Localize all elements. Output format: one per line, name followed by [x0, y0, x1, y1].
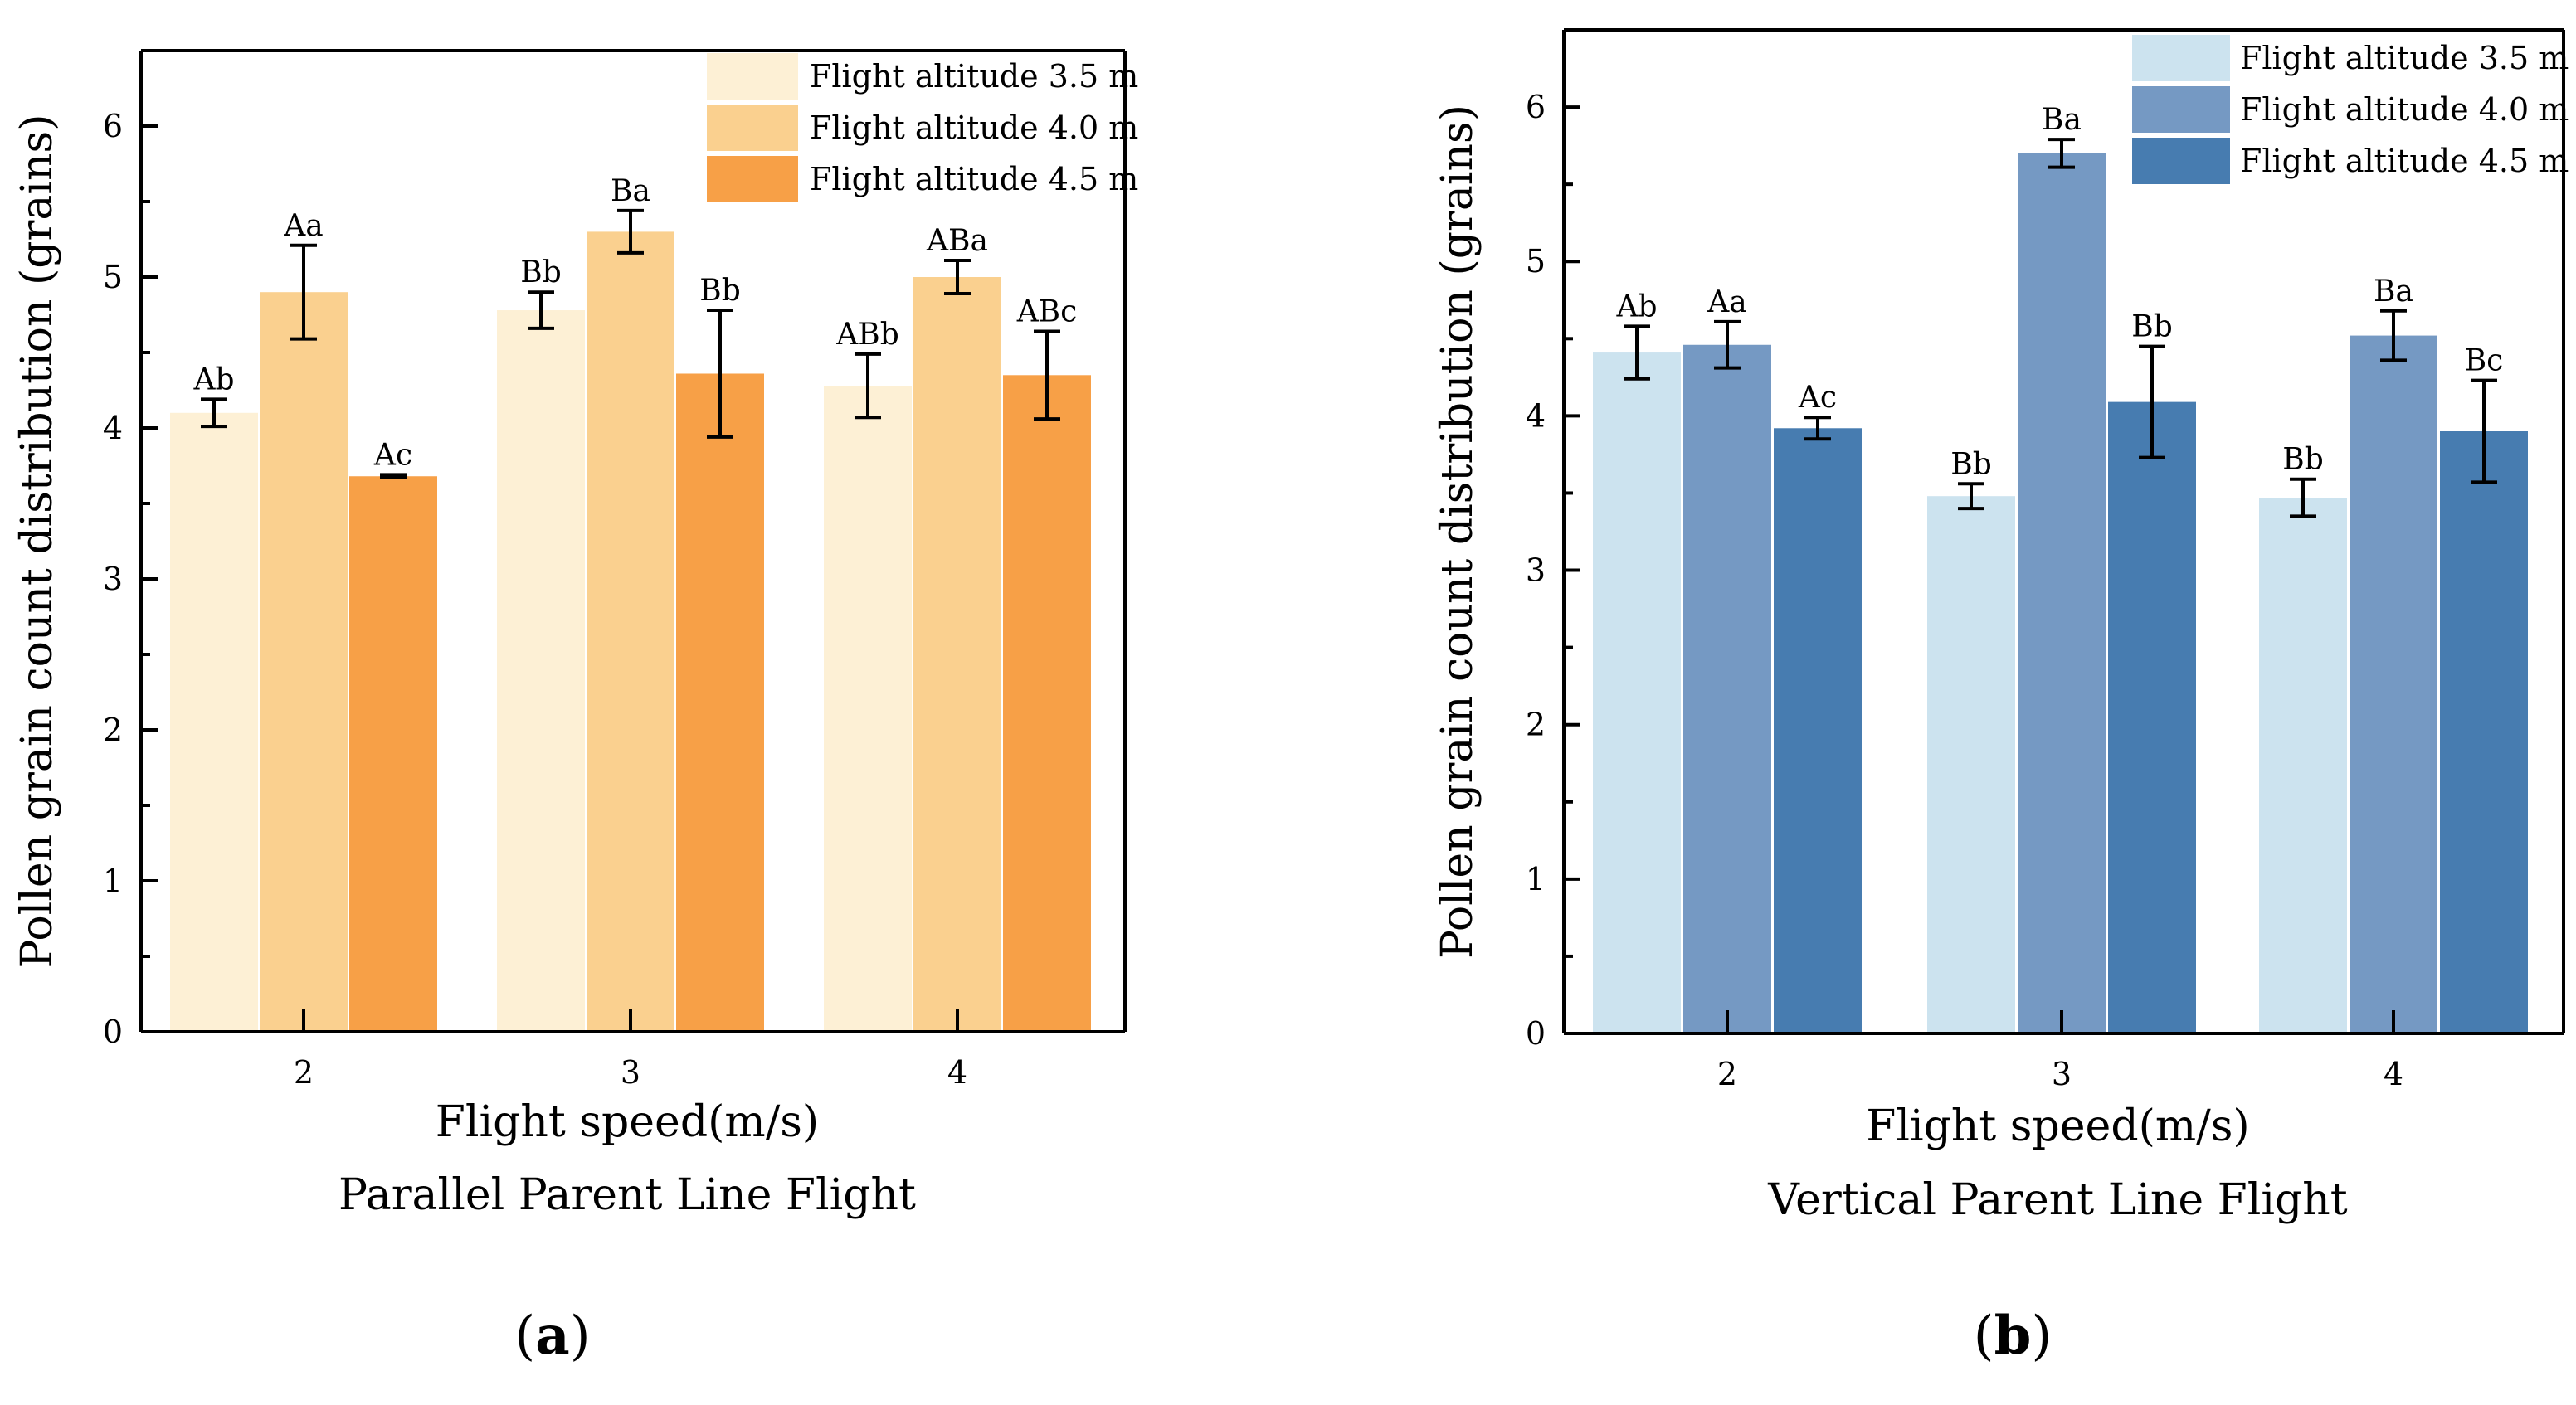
y-tick-label: 2: [103, 712, 123, 748]
panel-label: (a): [514, 1305, 590, 1367]
y-tick-label: 3: [103, 561, 123, 597]
y-tick-label: 1: [103, 863, 123, 899]
legend-swatch-1: [2132, 35, 2230, 81]
legend-swatch-2: [707, 105, 798, 151]
significance-label: Aa: [283, 209, 323, 243]
legend-label-2: Flight altitude 4.0 m: [810, 109, 1138, 146]
significance-label: Ab: [1615, 289, 1657, 323]
bar-2-series-3: [1774, 428, 1862, 1033]
y-tick-label: 2: [1526, 707, 1546, 743]
chart-title: Parallel Parent Line Flight: [338, 1170, 916, 1220]
x-tick-label: 4: [947, 1054, 967, 1091]
bar-3-series-2: [2018, 153, 2106, 1033]
significance-label: Ab: [192, 362, 234, 396]
bar-4-series-2: [913, 277, 1001, 1032]
significance-label: ABa: [926, 224, 988, 258]
x-tick-label: 2: [294, 1054, 314, 1091]
significance-label: Bb: [699, 274, 741, 308]
significance-label: Bb: [520, 255, 562, 289]
bar-4-series-3: [2440, 431, 2528, 1033]
y-tick-label: 1: [1526, 861, 1546, 897]
y-axis-title: Pollen grain count distribution (grains): [12, 114, 62, 968]
significance-label: Bb: [2131, 310, 2173, 344]
legend-swatch-3: [2132, 138, 2230, 184]
legend-label-2: Flight altitude 4.0 m: [2240, 91, 2569, 128]
significance-label: Bc: [2465, 344, 2504, 378]
bar-3-series-3: [2108, 401, 2196, 1034]
bar-2-series-2: [1683, 344, 1771, 1033]
bar-4-series-3: [1003, 375, 1091, 1032]
x-axis-title: Flight speed(m/s): [436, 1097, 819, 1147]
legend-swatch-3: [707, 156, 798, 202]
legend-label-1: Flight altitude 3.5 m: [2240, 40, 2569, 76]
y-tick-label: 4: [1526, 397, 1546, 434]
bar-4-series-2: [2350, 335, 2437, 1034]
bar-4-series-1: [824, 386, 912, 1032]
panel-label: (b): [1974, 1305, 2053, 1367]
bar-2-series-2: [260, 292, 348, 1032]
significance-label: Ba: [611, 174, 650, 208]
significance-label: Ba: [2374, 275, 2413, 309]
significance-label: Ba: [2042, 103, 2082, 137]
legend-label-1: Flight altitude 3.5 m: [810, 58, 1138, 95]
y-tick-label: 3: [1526, 552, 1546, 589]
significance-label: Aa: [1707, 285, 1746, 319]
bar-3-series-1: [1927, 496, 2015, 1033]
chart-panel-b: Ab Bb Bb Aa Ba Ba Ac Bb Bc 0 1 2 3 4 5 6 2 3 4 Flight altit…: [1433, 28, 2569, 1367]
legend-swatch-1: [707, 53, 798, 100]
x-tick-label: 3: [2052, 1056, 2072, 1092]
x-axis-title: Flight speed(m/s): [1866, 1101, 2249, 1151]
y-tick-label: 5: [1526, 243, 1546, 280]
chart-panel-a: Ab Bb ABb Aa Ba ABa Ac Bb ABc 0 1 2 3 4 5 6 2 3 4 Flight al…: [12, 49, 1138, 1367]
bar-3-series-2: [587, 231, 674, 1032]
bar-2-series-1: [170, 412, 258, 1032]
x-tick-label: 2: [1717, 1056, 1737, 1092]
chart-title: Vertical Parent Line Flight: [1767, 1175, 2347, 1225]
bar-2-series-3: [349, 476, 437, 1032]
bar-4-series-1: [2259, 498, 2347, 1033]
y-axis-title: Pollen grain count distribution (grains): [1433, 105, 1483, 959]
legend-swatch-2: [2132, 86, 2230, 133]
bar-2-series-1: [1593, 352, 1681, 1033]
legend-label-3: Flight altitude 4.5 m: [2240, 143, 2569, 179]
y-tick-label: 6: [103, 108, 123, 144]
significance-label: Ac: [373, 438, 412, 472]
x-tick-label: 4: [2384, 1056, 2403, 1092]
significance-label: ABc: [1016, 295, 1078, 329]
legend-label-3: Flight altitude 4.5 m: [810, 161, 1138, 197]
x-tick-label: 3: [621, 1054, 640, 1091]
significance-label: Bb: [2282, 443, 2324, 477]
significance-label: ABb: [835, 318, 899, 352]
significance-label: Bb: [1950, 447, 1992, 481]
y-tick-label: 6: [1526, 89, 1546, 125]
y-tick-label: 0: [1526, 1015, 1546, 1052]
y-tick-label: 4: [103, 410, 123, 446]
y-tick-label: 0: [103, 1014, 123, 1050]
bar-3-series-3: [676, 373, 764, 1033]
bar-3-series-1: [497, 310, 585, 1032]
significance-label: Ac: [1798, 381, 1837, 415]
y-tick-label: 5: [103, 259, 123, 295]
